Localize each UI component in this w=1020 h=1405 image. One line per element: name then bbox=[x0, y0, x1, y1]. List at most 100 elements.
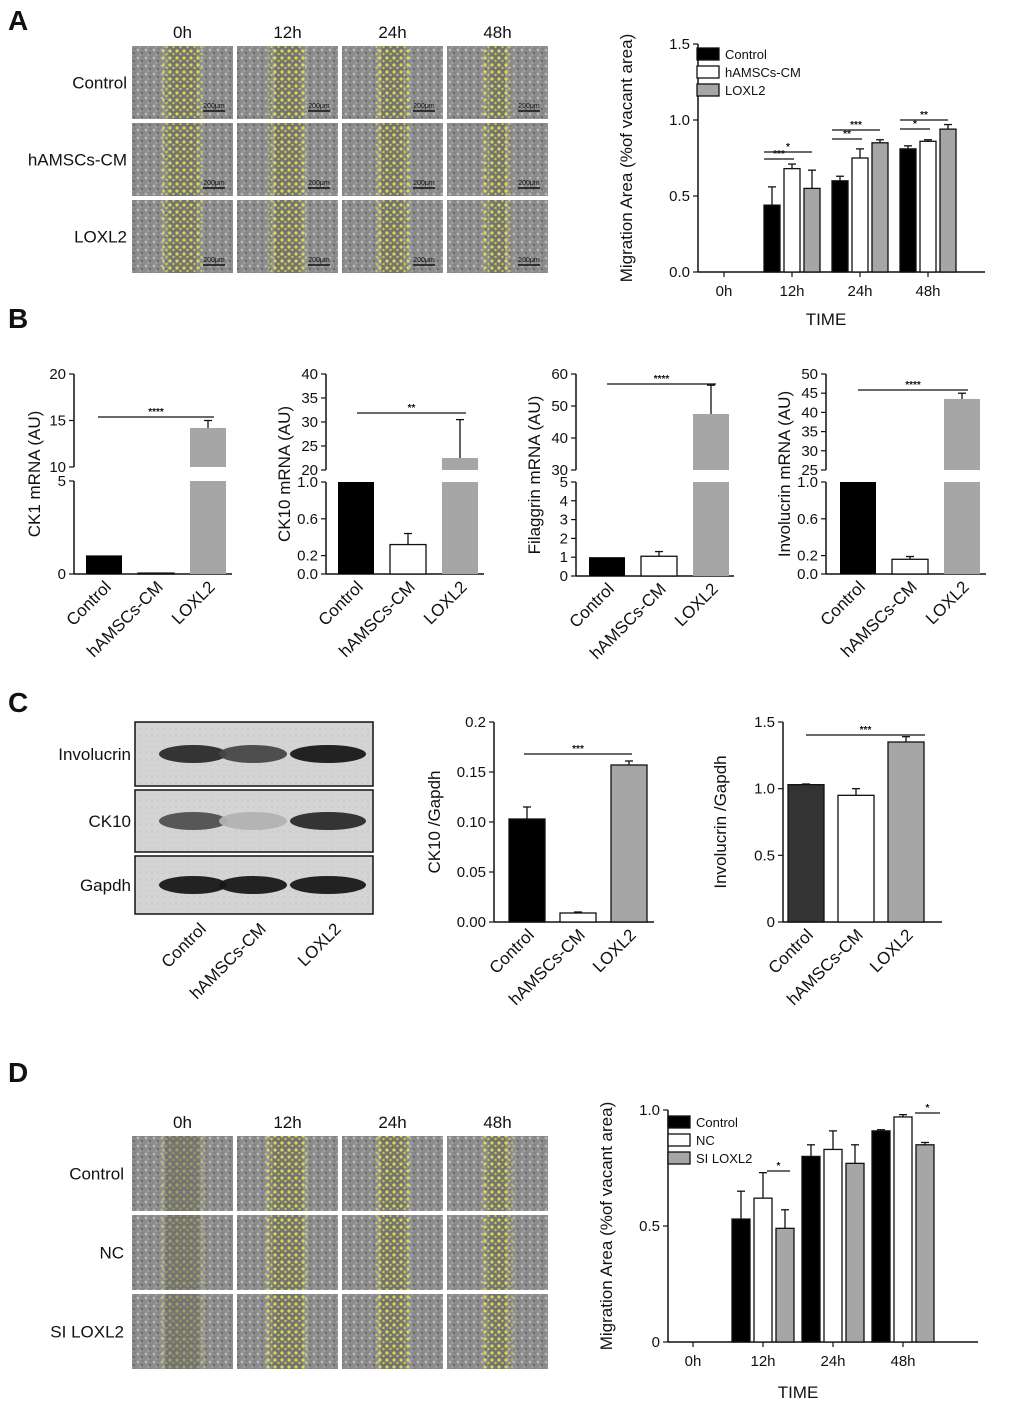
migrated-cells-si-loxl2-48h bbox=[482, 1294, 513, 1369]
A_migration-bar-hamscs-cm-48h bbox=[919, 140, 937, 273]
C_Involucrin-bar-hamscs-cm bbox=[837, 794, 875, 923]
C_CK10-significance-label-0: *** bbox=[572, 744, 584, 755]
C_Involucrin-y-axis-title: Involucrin /Gapdh bbox=[711, 755, 730, 888]
row-label-loxl2: LOXL2 bbox=[74, 228, 127, 247]
C_Involucrin-y-tick-label-1-0: 1.0 bbox=[754, 781, 775, 798]
B_Filaggrin-lower-y-tick-label-4: 4 bbox=[560, 493, 568, 510]
C_CK10-bar-hamscs-cm bbox=[559, 912, 597, 923]
scale-label-control-48h: 200μm bbox=[518, 103, 540, 110]
B_CK1-upper-y-tick-label-10: 10 bbox=[49, 459, 66, 476]
B_Filaggrin-y-axis-title: Filaggrin mRNA (AU) bbox=[525, 396, 544, 555]
migration-micrographs-a: 0h 12h 24h 48h Control 200μm 200μm 200μm 200μm hA… bbox=[28, 23, 548, 273]
panel-letter-a: A bbox=[8, 5, 28, 36]
migrated-cells-control-48h bbox=[482, 1136, 513, 1211]
blot-band-ck10-loxl2 bbox=[290, 812, 366, 830]
scale-label-hamscs-cm-12h: 200μm bbox=[308, 180, 330, 187]
blot-label-gapdh: Gapdh bbox=[80, 876, 131, 895]
migrated-cells-si-loxl2-24h bbox=[374, 1294, 411, 1369]
column-label-12h: 12h bbox=[273, 23, 301, 42]
B_CK10-upper-y-tick-label-35: 35 bbox=[301, 390, 318, 407]
scale-label-loxl2-48h: 200μm bbox=[518, 257, 540, 264]
B_Filaggrin-lower-y-tick-label-0: 0 bbox=[560, 568, 568, 585]
blot-band-gapdh-control bbox=[159, 876, 227, 894]
migrated-cells-control-12h bbox=[266, 1136, 309, 1211]
B_CK1-y-axis-title: CK1 mRNA (AU) bbox=[25, 411, 44, 538]
row-label-si-loxl2: SI LOXL2 bbox=[50, 1323, 124, 1342]
B_CK10-x-label-control: Control bbox=[315, 577, 367, 629]
B_CK1-x-label-control: Control bbox=[63, 577, 115, 629]
C_CK10-y-tick-label-0-10: 0.10 bbox=[457, 814, 486, 831]
C_Involucrin-significance-label-0: *** bbox=[860, 725, 872, 736]
column-label-48h: 48h bbox=[483, 1113, 511, 1132]
B_Involucrin-bar-control bbox=[840, 482, 876, 574]
D_migration-y-tick-label-0: 0 bbox=[652, 1334, 660, 1351]
B_Filaggrin-x-label-control: Control bbox=[566, 579, 618, 631]
B_Involucrin-lower-y-tick-label-0-2: 0.2 bbox=[797, 548, 818, 565]
column-label-12h: 12h bbox=[273, 1113, 301, 1132]
scale-label-loxl2-0h: 200μm bbox=[203, 257, 225, 264]
B_Filaggrin-lower-y-tick-label-2: 2 bbox=[560, 530, 568, 547]
D_migration-bar-control-48h bbox=[871, 1130, 891, 1343]
row-label-control: Control bbox=[72, 74, 127, 93]
D_migration-bar-si-loxl2-12h bbox=[775, 1227, 795, 1343]
panel-letter-c: C bbox=[8, 687, 28, 718]
migrated-cells-nc-0h bbox=[159, 1215, 206, 1290]
B_Filaggrin-bar-upper-loxl2 bbox=[693, 414, 729, 470]
A_migration-significance-label-2: *** bbox=[850, 120, 862, 131]
migrated-cells-hamscs-cm-12h bbox=[268, 123, 307, 196]
A_migration-x-tick-label-24h: 24h bbox=[847, 283, 872, 300]
B_Involucrin-upper-y-tick-label-50: 50 bbox=[801, 366, 818, 383]
D_migration-significance-label-0: * bbox=[777, 1161, 781, 1172]
B_Involucrin-upper-y-tick-label-45: 45 bbox=[801, 385, 818, 402]
B_CK1-significance-label-0: **** bbox=[148, 407, 164, 418]
scale-label-hamscs-cm-48h: 200μm bbox=[518, 180, 540, 187]
D_migration-y-axis-title: Migration Area (%of vacant area) bbox=[597, 1102, 616, 1351]
C_Involucrin-bar-loxl2 bbox=[887, 741, 925, 923]
migrated-cells-nc-12h bbox=[266, 1215, 309, 1290]
column-label-24h: 24h bbox=[378, 23, 406, 42]
migrated-cells-nc-24h bbox=[374, 1215, 411, 1290]
panel-letter-b: B bbox=[8, 303, 28, 334]
B_Filaggrin-lower-y-tick-label-5: 5 bbox=[560, 474, 568, 491]
A_migration-x-axis-title: TIME bbox=[806, 310, 847, 329]
migrated-cells-si-loxl2-12h bbox=[266, 1294, 309, 1369]
C_CK10-y-tick-label-0-00: 0.00 bbox=[457, 914, 486, 931]
B_CK10-lower-y-tick-label-1-0: 1.0 bbox=[297, 474, 318, 491]
B_Filaggrin-upper-y-tick-label-60: 60 bbox=[551, 366, 568, 383]
D_migration-legend-swatch-si-loxl2 bbox=[667, 1151, 691, 1165]
B_Involucrin-upper-y-tick-label-30: 30 bbox=[801, 443, 818, 460]
A_migration-significance-label-4: ** bbox=[920, 110, 928, 121]
B_Filaggrin-bar-hamscs-cm bbox=[640, 555, 678, 577]
scale-label-control-12h: 200μm bbox=[308, 103, 330, 110]
A_migration-bar-loxl2-48h bbox=[939, 128, 957, 273]
B_Filaggrin-x-label-loxl2: LOXL2 bbox=[671, 579, 722, 630]
blot-band-gapdh-hamscs-cm bbox=[219, 876, 287, 894]
migrated-cells-control-24h bbox=[375, 46, 410, 119]
C_CK10-y-tick-label-0-15: 0.15 bbox=[457, 764, 486, 781]
A_migration-legend-swatch-control bbox=[696, 47, 720, 61]
D_migration-bar-si-loxl2-48h bbox=[915, 1144, 935, 1343]
B_CK10-upper-y-tick-label-30: 30 bbox=[301, 414, 318, 431]
C_Involucrin-x-label-loxl2: LOXL2 bbox=[866, 925, 917, 976]
column-label-24h: 24h bbox=[378, 1113, 406, 1132]
migrated-cells-loxl2-0h bbox=[162, 200, 203, 273]
scale-label-control-24h: 200μm bbox=[413, 103, 435, 110]
B_Filaggrin-significance-label-0: **** bbox=[654, 374, 670, 385]
D_migration-y-tick-label-0-5: 0.5 bbox=[639, 1218, 660, 1235]
column-label-0h: 0h bbox=[173, 1113, 192, 1132]
B_CK1-upper-y-tick-label-20: 20 bbox=[49, 366, 66, 383]
B_CK1-lower-y-tick-label-0: 0 bbox=[58, 566, 66, 583]
D_migration-bar-nc-48h bbox=[893, 1116, 913, 1343]
A_migration-x-tick-label-0h: 0h bbox=[716, 283, 733, 300]
A_migration-legend-swatch-hamscs-cm bbox=[696, 65, 720, 79]
D_migration-y-tick-label-1-0: 1.0 bbox=[639, 1102, 660, 1119]
A_migration-legend-label-control: Control bbox=[725, 47, 767, 62]
D_migration-legend-swatch-nc bbox=[667, 1133, 691, 1147]
B_CK10-significance-label-0: ** bbox=[408, 403, 416, 414]
migrated-cells-nc-48h bbox=[482, 1215, 513, 1290]
B_CK1-bar-upper-loxl2 bbox=[190, 427, 226, 467]
migrated-cells-loxl2-48h bbox=[483, 200, 512, 273]
B_CK10-bar-hamscs-cm bbox=[389, 543, 427, 575]
